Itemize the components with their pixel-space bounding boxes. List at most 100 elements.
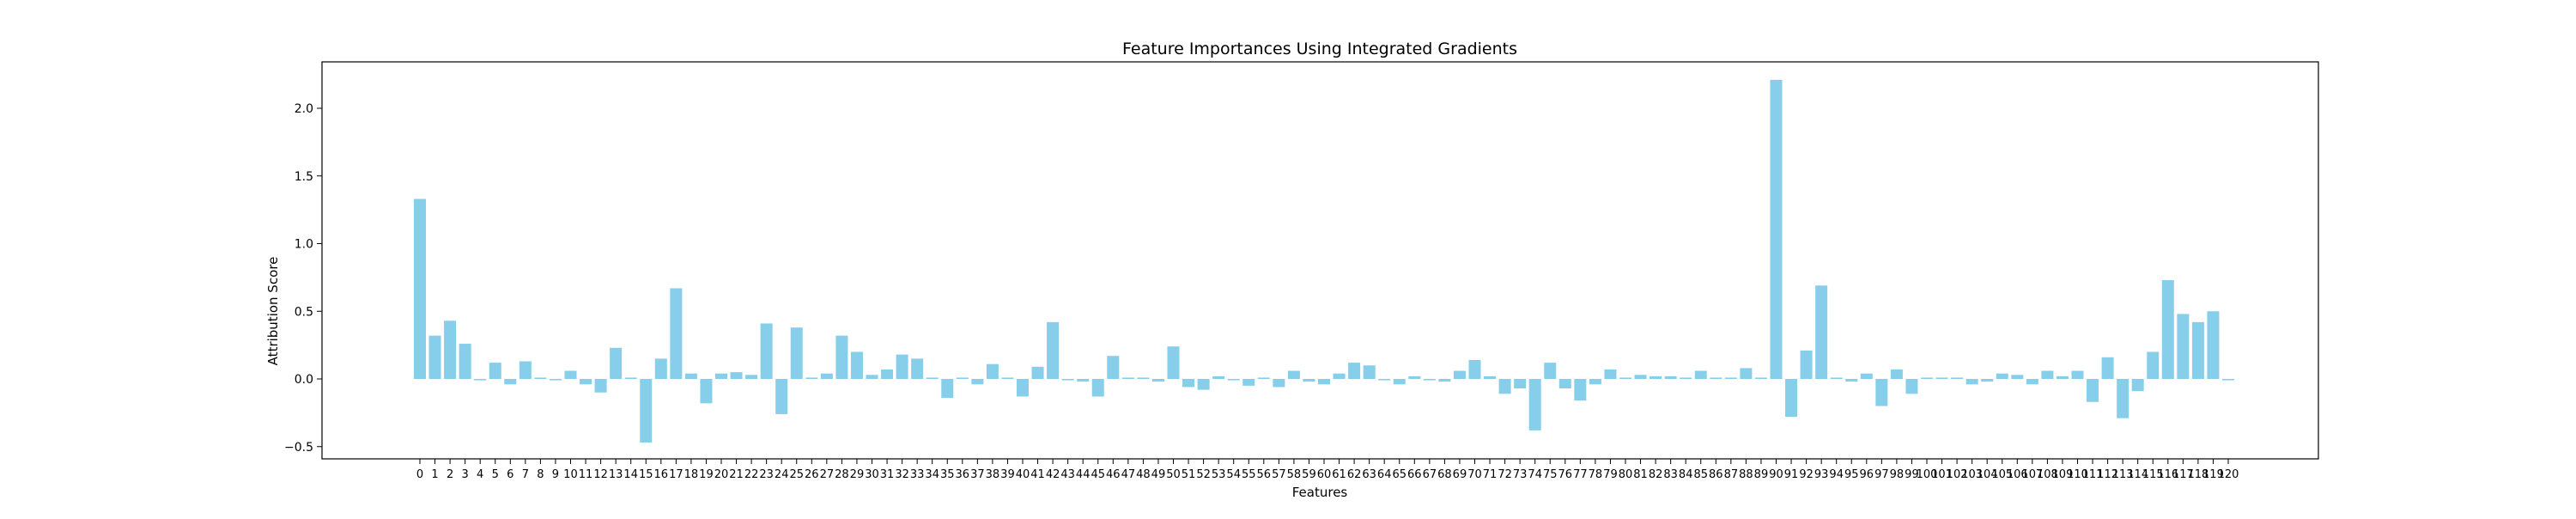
- bar-feature-32: [896, 354, 908, 379]
- bar-feature-21: [730, 372, 743, 380]
- x-tick-label: 71: [1483, 468, 1498, 481]
- x-tick-label: 55: [1242, 468, 1256, 481]
- x-tick-label: 79: [1603, 468, 1618, 481]
- x-tick-label: 112: [2097, 468, 2118, 481]
- x-tick-label: 42: [1046, 468, 1060, 481]
- bar-feature-15: [640, 379, 653, 443]
- x-tick-label: 2: [447, 468, 453, 481]
- bar-feature-22: [745, 375, 758, 379]
- bar-feature-55: [1242, 379, 1255, 386]
- bar-feature-63: [1363, 365, 1376, 379]
- bar-feature-5: [489, 363, 501, 379]
- bar-feature-25: [790, 327, 803, 379]
- bar-feature-56: [1257, 377, 1270, 379]
- bar-feature-20: [715, 373, 727, 379]
- bar-feature-61: [1333, 373, 1346, 379]
- bar-feature-69: [1453, 370, 1466, 379]
- bar-feature-66: [1408, 376, 1421, 379]
- x-tick-label: 53: [1212, 468, 1226, 481]
- bar-feature-103: [1965, 379, 1978, 385]
- bar-feature-17: [670, 288, 683, 379]
- bar-feature-38: [986, 363, 999, 379]
- x-tick-label: 26: [805, 468, 819, 481]
- bar-feature-119: [2207, 311, 2220, 379]
- x-tick-label: 34: [925, 468, 939, 481]
- bar-feature-90: [1770, 79, 1783, 380]
- bar-feature-14: [624, 377, 637, 379]
- bar-feature-72: [1498, 379, 1511, 394]
- x-tick-label: 49: [1151, 468, 1166, 481]
- x-tick-label: 47: [1121, 468, 1136, 481]
- bar-feature-18: [684, 373, 697, 379]
- x-tick-label: 7: [522, 468, 529, 481]
- bar-feature-54: [1227, 379, 1240, 381]
- x-tick-label: 72: [1498, 468, 1512, 481]
- bar-feature-30: [866, 375, 878, 379]
- x-tick-label: 105: [1991, 468, 2013, 481]
- x-tick-label: 4: [477, 468, 483, 481]
- bar-feature-34: [926, 377, 939, 379]
- plot-frame: [321, 61, 2319, 460]
- x-tick-label: 78: [1589, 468, 1603, 481]
- bar-feature-50: [1167, 346, 1180, 379]
- bar-feature-53: [1212, 376, 1225, 379]
- x-tick-label: 5: [492, 468, 499, 481]
- bar-feature-110: [2071, 370, 2084, 379]
- bar-feature-73: [1514, 379, 1527, 389]
- bars: [414, 79, 2234, 443]
- x-tick-label: 23: [759, 468, 774, 481]
- x-tick-label: 102: [1947, 468, 1968, 481]
- bar-feature-47: [1121, 377, 1134, 379]
- bar-feature-11: [580, 379, 592, 385]
- bar-feature-76: [1558, 379, 1571, 389]
- x-tick-label: 89: [1754, 468, 1769, 481]
- x-tick-label: 94: [1829, 468, 1844, 481]
- bar-feature-36: [956, 377, 969, 379]
- bar-feature-106: [2011, 375, 2024, 379]
- x-tick-label: 107: [2021, 468, 2043, 481]
- bar-feature-77: [1574, 379, 1587, 401]
- bar-feature-86: [1710, 377, 1722, 379]
- bar-feature-80: [1619, 377, 1631, 379]
- x-tick-label: 97: [1874, 468, 1889, 481]
- bar-feature-116: [2161, 280, 2174, 379]
- x-tick-label: 110: [2067, 468, 2088, 481]
- x-tick-label: 51: [1182, 468, 1196, 481]
- x-axis: 0 1 2 3 4 5 6 7 8 9 10 11 12 13 14 15 16 17 18 19 20 21 22 23 24…: [416, 459, 2239, 481]
- x-tick-label: 92: [1799, 468, 1814, 481]
- bar-feature-120: [2222, 379, 2234, 381]
- bar-feature-39: [1001, 377, 1014, 379]
- bar-feature-10: [564, 370, 577, 379]
- bar-feature-75: [1544, 363, 1557, 379]
- bar-feature-43: [1061, 379, 1074, 381]
- x-tick-label: 18: [684, 468, 699, 481]
- x-tick-label: 30: [865, 468, 879, 481]
- x-tick-label: 60: [1317, 468, 1332, 481]
- bar-feature-28: [835, 335, 848, 379]
- x-tick-label: 21: [729, 468, 744, 481]
- x-tick-label: 100: [1917, 468, 1938, 481]
- x-tick-label: 70: [1467, 468, 1482, 481]
- bar-feature-70: [1468, 359, 1481, 379]
- bar-feature-115: [2147, 351, 2160, 379]
- x-tick-label: 85: [1693, 468, 1708, 481]
- x-tick-label: 83: [1663, 468, 1678, 481]
- x-tick-label: 106: [2007, 468, 2028, 481]
- chart-title: Feature Importances Using Integrated Gra…: [1122, 40, 1517, 58]
- x-tick-label: 114: [2127, 468, 2148, 481]
- bar-feature-27: [820, 373, 833, 379]
- bar-feature-23: [760, 323, 773, 379]
- x-tick-label: 69: [1453, 468, 1467, 481]
- bar-feature-33: [911, 358, 924, 380]
- x-tick-label: 99: [1905, 468, 1919, 481]
- x-tick-label: 116: [2157, 468, 2178, 481]
- bar-feature-81: [1634, 375, 1647, 379]
- x-tick-label: 117: [2172, 468, 2194, 481]
- bar-feature-104: [1981, 379, 1994, 382]
- bar-feature-62: [1348, 363, 1361, 379]
- bar-feature-4: [474, 379, 487, 381]
- x-tick-label: 54: [1226, 468, 1241, 481]
- x-tick-label: 96: [1860, 468, 1874, 481]
- bar-feature-42: [1047, 321, 1060, 379]
- x-tick-label: 28: [835, 468, 849, 481]
